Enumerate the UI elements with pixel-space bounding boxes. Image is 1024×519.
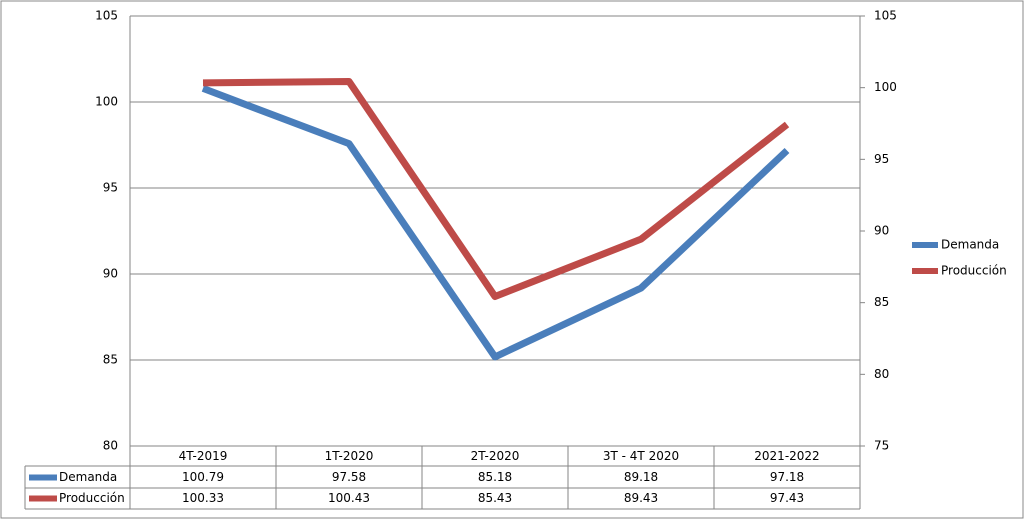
y2-tick-label: 90 [874,224,889,238]
y-tick-label: 100 [95,95,118,109]
table-value: 97.43 [770,491,804,505]
y2-tick-label: 95 [874,152,889,166]
x-tick-label: 4T-2019 [179,449,228,463]
y-tick-label: 105 [95,9,118,23]
table-row-label: Producción [59,491,125,505]
series-line [202,78,790,301]
table-value: 97.18 [770,470,804,484]
x-tick-label: 3T - 4T 2020 [603,449,679,463]
y2-tick-label: 75 [874,439,889,453]
table-value: 100.79 [182,470,224,484]
table-row-label: Demanda [59,470,117,484]
table-value: 100.43 [328,491,370,505]
table-value: 89.18 [624,470,658,484]
y-tick-label: 90 [103,267,118,281]
legend-label: Demanda [941,238,999,252]
series-line [201,85,790,361]
table-value: 100.33 [182,491,224,505]
legend-label: Producción [941,264,1007,278]
y2-tick-label: 100 [874,80,897,94]
table-value: 85.43 [478,491,512,505]
y2-tick-label: 80 [874,367,889,381]
y2-tick-label: 85 [874,295,889,309]
table-value: 97.58 [332,470,366,484]
y-tick-label: 95 [103,181,118,195]
y-tick-label: 80 [103,439,118,453]
table-value: 89.43 [624,491,658,505]
y-tick-label: 85 [103,353,118,367]
x-tick-label: 2021-2022 [754,449,819,463]
x-tick-label: 2T-2020 [471,449,520,463]
y2-tick-label: 105 [874,9,897,23]
table-value: 85.18 [478,470,512,484]
x-tick-label: 1T-2020 [325,449,374,463]
